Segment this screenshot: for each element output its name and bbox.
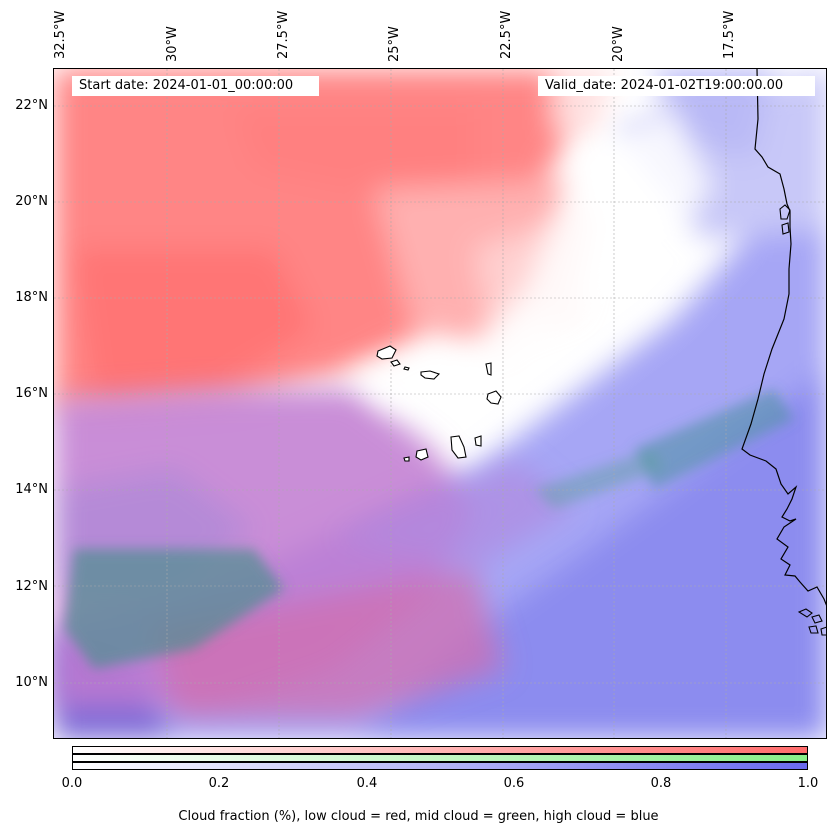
colorbar-low-cloud-ramp bbox=[72, 746, 808, 754]
colorbar-mid-cloud-ramp bbox=[72, 754, 808, 762]
graticule bbox=[54, 69, 826, 738]
island-sao-nicolau bbox=[420, 370, 441, 380]
lon-label-27-5w: 27.5°W bbox=[276, 10, 291, 59]
lon-label-22-5w: 22.5°W bbox=[499, 10, 514, 59]
island-sao-vicente bbox=[390, 359, 401, 367]
cape-verde-islands bbox=[376, 345, 502, 462]
lat-label-20n: 20°N bbox=[15, 194, 48, 209]
island-santiago bbox=[450, 435, 467, 459]
colorbar-high-cloud-ramp bbox=[72, 762, 808, 770]
island-sal bbox=[485, 362, 492, 376]
bijagos-islands bbox=[797, 608, 826, 636]
lat-label-16n: 16°N bbox=[15, 386, 48, 401]
colorbar-tick-0-6: 0.6 bbox=[503, 776, 525, 791]
lon-label-20w: 20°W bbox=[611, 26, 626, 62]
cloud-fraction-map[interactable]: Start date: 2024-01-01_00:00:00 Valid_da… bbox=[53, 68, 827, 739]
colorbar-tick-1-0: 1.0 bbox=[797, 776, 819, 791]
colorbar-tick-0-0: 0.0 bbox=[61, 776, 83, 791]
start-date-label: Start date: 2024-01-01_00:00:00 bbox=[72, 76, 319, 96]
cloud-field-svg bbox=[54, 69, 826, 738]
lon-label-17-5w: 17.5°W bbox=[722, 10, 737, 59]
lon-label-32-5w: 32.5°W bbox=[53, 10, 68, 59]
low-cloud-layer bbox=[54, 69, 614, 409]
lat-label-22n: 22°N bbox=[15, 98, 48, 113]
dakar-peninsula bbox=[779, 204, 791, 235]
colorbar-tick-0-2: 0.2 bbox=[208, 776, 230, 791]
island-boa-vista bbox=[486, 390, 502, 405]
colorbar-caption: Cloud fraction (%), low cloud = red, mid… bbox=[178, 809, 659, 824]
colorbar-tick-0-4: 0.4 bbox=[356, 776, 378, 791]
lon-label-30w: 30°W bbox=[165, 26, 180, 62]
african-coastline bbox=[741, 69, 826, 606]
colorbar-tick-0-8: 0.8 bbox=[650, 776, 672, 791]
island-brava bbox=[403, 456, 410, 462]
lat-label-10n: 10°N bbox=[15, 675, 48, 690]
island-maio bbox=[474, 435, 482, 447]
lat-label-18n: 18°N bbox=[15, 290, 48, 305]
island-santo-antao bbox=[376, 345, 397, 360]
lat-label-12n: 12°N bbox=[15, 579, 48, 594]
island-fogo bbox=[415, 448, 429, 461]
clear-sky-region bbox=[344, 109, 714, 409]
valid-date-label: Valid_date: 2024-01-02T19:00:00.00 bbox=[538, 76, 815, 96]
lon-label-25w: 25°W bbox=[387, 26, 402, 62]
lat-label-14n: 14°N bbox=[15, 482, 48, 497]
island-santa-luzia bbox=[403, 366, 410, 371]
